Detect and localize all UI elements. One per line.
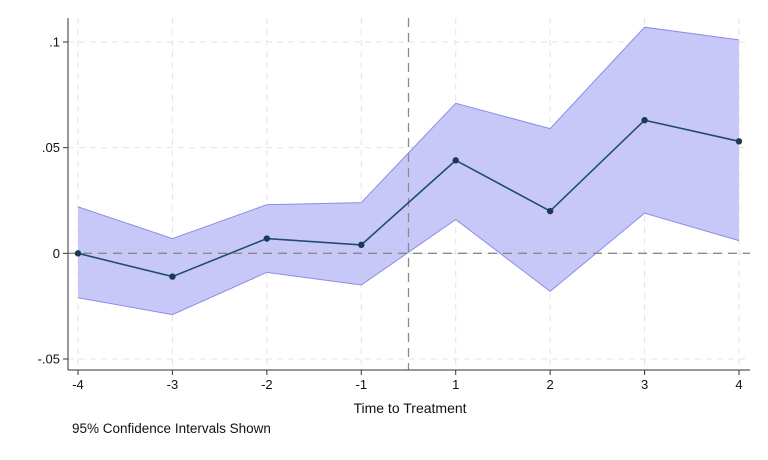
x-tick-label: 4 — [735, 377, 742, 392]
estimate-point — [546, 207, 554, 215]
chart-note: 95% Confidence Intervals Shown — [72, 421, 271, 436]
x-tick-label: -3 — [167, 377, 179, 392]
estimate-point — [641, 116, 648, 124]
estimate-series — [74, 116, 743, 280]
x-tick-label: 2 — [547, 377, 554, 392]
x-tick-label: 3 — [641, 377, 648, 392]
x-tick-label: -1 — [356, 377, 368, 392]
x-tick-label: 1 — [452, 377, 459, 392]
estimate-point — [735, 138, 743, 145]
y-tick-label: .1 — [49, 35, 60, 50]
axes: -.05 0 .05 .1 -4 -3 -2 -1 1 2 3 4 — [38, 18, 750, 392]
ci-upper-edge — [77, 26, 740, 240]
estimate-point — [263, 235, 271, 242]
estimate-point — [452, 157, 459, 164]
estimate-point — [169, 273, 176, 280]
estimate-point — [74, 250, 82, 257]
ci-lower-edge — [77, 212, 740, 316]
x-tick-label: -2 — [261, 377, 273, 392]
x-tick-label: -4 — [72, 377, 84, 392]
estimate-point — [358, 241, 365, 249]
y-tick-label: .05 — [42, 140, 60, 155]
y-tick-label: -.05 — [38, 352, 60, 367]
x-axis-title: Time to Treatment — [353, 400, 466, 416]
reference-lines — [68, 18, 750, 370]
y-tick-label: 0 — [53, 246, 60, 261]
estimate-line — [77, 119, 740, 278]
